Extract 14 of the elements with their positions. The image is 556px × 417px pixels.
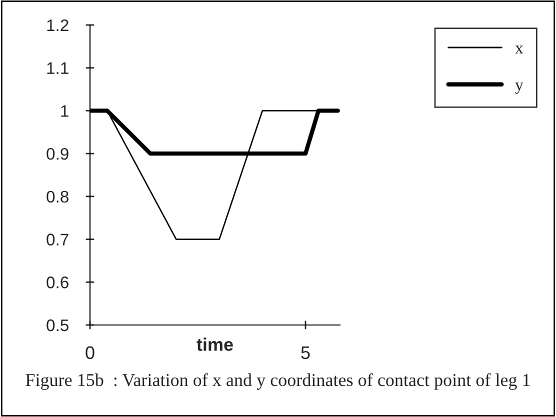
y-tick-label: 0.6 — [46, 276, 68, 288]
y-tick-label: 1 — [61, 105, 68, 117]
x-axis-title: time — [196, 338, 233, 351]
y-tick-label: 0.5 — [46, 319, 68, 332]
y-tick-label: 1.1 — [47, 62, 68, 74]
y-tick-label: 0.8 — [46, 190, 68, 203]
y-tick-label: 1.2 — [47, 19, 68, 32]
caption: Figure 15b : Variation of x and y coordinates of contact point of leg 1 — [26, 373, 530, 390]
x-tick-label: 0 — [86, 346, 94, 360]
y-tick-label: 0.7 — [46, 234, 68, 246]
x-tick-label: 5 — [301, 346, 310, 360]
y-tick-label: 0.9 — [46, 148, 68, 160]
legend-label: x — [515, 46, 524, 54]
legend-label: y — [515, 82, 524, 94]
